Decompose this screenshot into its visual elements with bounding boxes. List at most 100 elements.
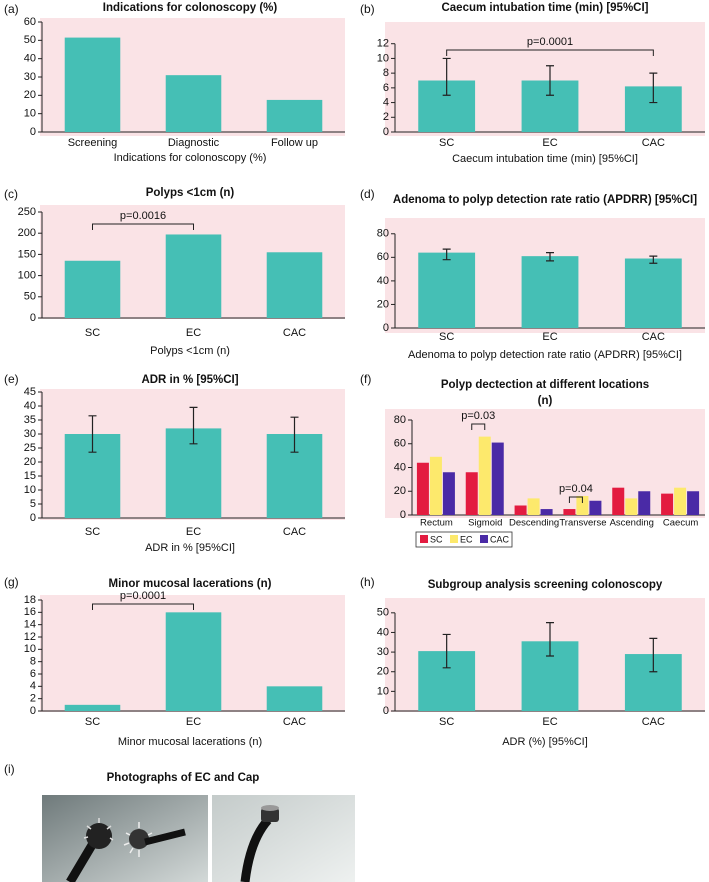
x-tick-label: SC <box>85 327 100 339</box>
bar <box>266 686 323 711</box>
y-tick-label: 50 <box>24 291 36 303</box>
y-tick-label: 40 <box>24 53 36 65</box>
significance-bracket <box>568 496 583 503</box>
bar <box>514 505 527 515</box>
error-bar <box>442 248 451 261</box>
legend-swatch <box>480 535 488 543</box>
error-bar <box>442 633 451 669</box>
y-tick-label: 20 <box>24 89 36 101</box>
annotation: p=0.0001 <box>120 590 166 602</box>
x-tick-label: Screening <box>68 137 118 149</box>
legend-swatch <box>450 535 458 543</box>
y-tick-label: 30 <box>24 428 36 440</box>
x-tick-label: Sigmoid <box>468 518 502 529</box>
bar <box>661 493 674 515</box>
y-tick-label: 150 <box>18 248 36 260</box>
bar <box>465 472 478 515</box>
y-tick-label: 60 <box>377 251 389 263</box>
y-tick-label: 6 <box>30 668 36 680</box>
y-tick-label: 0 <box>30 705 36 717</box>
legend-label: SC <box>430 534 443 544</box>
y-tick-label: 250 <box>18 206 36 218</box>
legend-swatch <box>420 535 428 543</box>
significance-bracket <box>92 223 194 230</box>
x-tick-label: CAC <box>642 331 665 343</box>
x-tick-label: EC <box>186 327 201 339</box>
y-tick-label: 10 <box>377 685 389 697</box>
x-axis-label: Minor mucosal lacerations (n) <box>118 736 262 748</box>
y-tick-label: 15 <box>24 470 36 482</box>
x-tick-label: SC <box>85 716 100 728</box>
y-tick-label: 200 <box>18 227 36 239</box>
x-tick-label: CAC <box>642 716 665 728</box>
y-tick-label: 2 <box>383 111 389 123</box>
bar <box>165 75 222 132</box>
y-tick-label: 8 <box>30 656 36 668</box>
y-tick-label: 40 <box>394 461 406 473</box>
chart-title: (n) <box>538 395 553 407</box>
y-tick-label: 16 <box>24 606 36 618</box>
bar <box>418 252 476 328</box>
y-tick-label: 0 <box>383 126 389 138</box>
error-bar <box>546 252 554 262</box>
annotation: p=0.0016 <box>120 210 166 222</box>
chart-title: Minor mucosal lacerations (n) <box>109 578 272 590</box>
y-tick-label: 50 <box>377 607 389 619</box>
significance-bracket <box>92 603 194 610</box>
bar <box>563 509 576 515</box>
y-tick-label: 10 <box>24 484 36 496</box>
panel-label: (c) <box>4 187 18 201</box>
x-tick-label: CAC <box>283 327 306 339</box>
panel-label: (b) <box>360 2 375 16</box>
bar <box>266 99 323 132</box>
y-tick-label: 100 <box>18 270 36 282</box>
bar <box>540 509 553 515</box>
annotation: p=0.04 <box>559 483 593 495</box>
x-tick-label: Ascending <box>610 518 654 529</box>
error-bar <box>649 72 658 104</box>
y-tick-label: 18 <box>24 594 36 606</box>
y-tick-label: 20 <box>394 485 406 497</box>
x-tick-label: Transverse <box>559 518 606 529</box>
x-axis-label: Adenoma to polyp detection rate ratio (A… <box>408 349 682 361</box>
photo-title: Photographs of EC and Cap <box>107 772 260 784</box>
y-tick-label: 10 <box>377 52 389 64</box>
y-tick-label: 14 <box>24 619 36 631</box>
bar <box>64 37 121 133</box>
y-tick-label: 50 <box>24 34 36 46</box>
panel-label: (e) <box>4 372 19 386</box>
chart-title: Adenoma to polyp detection rate ratio (A… <box>393 194 697 206</box>
chart-title: Polyp dectection at different locations <box>441 379 649 391</box>
y-tick-label: 60 <box>394 438 406 450</box>
significance-bracket <box>471 423 486 430</box>
x-tick-label: CAC <box>283 526 306 538</box>
x-tick-label: EC <box>542 331 557 343</box>
panel-label: (h) <box>360 575 375 589</box>
y-tick-label: 20 <box>377 666 389 678</box>
x-axis-label: Polyps <1cm (n) <box>150 345 230 357</box>
error-bar <box>442 57 451 96</box>
chart-title: ADR in % [95%CI] <box>141 374 238 386</box>
y-tick-label: 20 <box>24 456 36 468</box>
bar <box>521 256 579 328</box>
x-tick-label: Diagnostic <box>168 137 220 149</box>
bar <box>491 442 504 515</box>
y-tick-label: 2 <box>30 693 36 705</box>
bar <box>576 496 589 515</box>
annotation: p=0.03 <box>461 410 495 422</box>
y-tick-label: 40 <box>377 275 389 287</box>
y-tick-label: 12 <box>24 631 36 643</box>
bar <box>589 500 602 515</box>
y-tick-label: 0 <box>30 126 36 138</box>
y-tick-label: 30 <box>24 71 36 83</box>
bar <box>429 456 442 515</box>
error-bar <box>649 255 658 264</box>
error-bar <box>546 65 554 96</box>
x-tick-label: CAC <box>642 137 665 149</box>
panel-label: (a) <box>4 2 19 16</box>
y-tick-label: 0 <box>400 509 406 521</box>
y-tick-label: 4 <box>383 96 389 108</box>
x-tick-label: EC <box>542 716 557 728</box>
bar <box>478 436 491 515</box>
